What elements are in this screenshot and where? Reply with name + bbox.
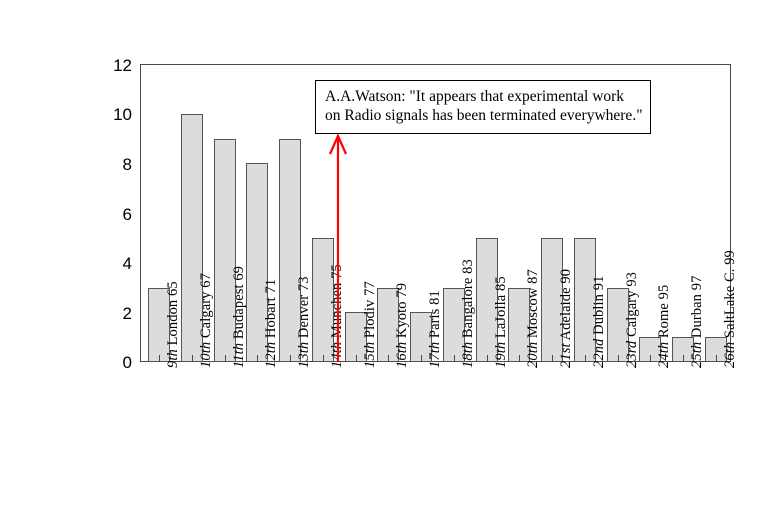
x-label-name: Plodiv 77 <box>361 281 378 342</box>
x-axis-label: 20th Moscow 87 <box>525 269 542 368</box>
x-label-ordinal: 9th <box>165 349 181 368</box>
x-axis-label: 17th Paris 81 <box>427 290 444 368</box>
x-tick-mark <box>224 355 226 362</box>
x-tick-mark <box>584 355 586 362</box>
x-tick-mark <box>519 355 521 362</box>
x-tick-mark <box>486 355 488 362</box>
x-axis-label: 13th Denver 73 <box>296 276 313 368</box>
x-label-name: Calgary 93 <box>623 271 640 341</box>
y-tick-label-12: 12 <box>113 56 132 75</box>
x-tick-mark <box>683 355 684 362</box>
x-tick-mark <box>650 355 652 362</box>
x-tick-mark <box>257 355 259 362</box>
x-label-ordinal: 25th <box>689 341 705 368</box>
x-axis-label: 18th Bangalore 83 <box>460 259 477 368</box>
x-label-ordinal: 10th <box>197 341 214 368</box>
x-axis-label: 16th Kyoto 79 <box>394 283 411 368</box>
annotation-line-1: A.A.Watson: "It appears that experimenta… <box>325 88 625 105</box>
x-label-ordinal: 16th <box>394 341 411 368</box>
x-label-name: SaltLake C. 99 <box>721 250 738 342</box>
x-axis-label: 23rd Calgary 93 <box>624 272 641 368</box>
x-label-ordinal: 21st <box>558 343 574 368</box>
x-label-ordinal: 18th <box>459 341 476 368</box>
x-label-name: Dublin 91 <box>590 275 607 339</box>
x-axis-label: 10th Calgary 67 <box>198 273 215 368</box>
x-axis-label: 11th Budapest 69 <box>231 266 248 368</box>
x-tick-mark <box>617 355 619 362</box>
x-label-name: London 65 <box>165 281 181 350</box>
x-label-name: Denver 73 <box>296 276 312 342</box>
x-label-ordinal: 13th <box>296 341 312 368</box>
x-label-name: Adelaide 90 <box>558 268 574 344</box>
y-tick-label-6: 6 <box>122 205 132 224</box>
x-label-name: Bangalore 83 <box>459 259 476 342</box>
annotation-textbox: A.A.Watson: "It appears that experimenta… <box>315 80 651 134</box>
y-tick-label-0: 0 <box>122 353 132 372</box>
x-label-name: Budapest 69 <box>230 265 247 343</box>
x-axis-label: 24th Rome 95 <box>656 285 673 368</box>
x-label-name: Rome 95 <box>656 284 673 342</box>
x-label-ordinal: 11th <box>230 342 247 368</box>
x-tick-mark <box>715 355 717 362</box>
y-tick-label-10: 10 <box>113 105 132 124</box>
x-label-ordinal: 20th <box>525 341 542 368</box>
x-axis-label: 15th Plodiv 77 <box>362 281 379 368</box>
x-axis-label: 19th LaJolla 85 <box>493 276 510 368</box>
x-axis-label: 21st Adelaide 90 <box>558 269 575 368</box>
annotation-arrow <box>328 133 348 362</box>
x-tick-mark <box>388 355 390 362</box>
x-axis-label: 22nd Dublin 91 <box>591 276 608 368</box>
x-label-ordinal: 19th <box>492 341 509 368</box>
x-label-ordinal: 24th <box>656 341 673 368</box>
x-label-name: Moscow 87 <box>525 269 542 342</box>
x-label-name: Hobart 71 <box>263 278 280 342</box>
x-tick-mark <box>552 355 553 362</box>
x-tick-mark <box>355 355 357 362</box>
x-label-name: Calgary 67 <box>197 273 214 342</box>
x-label-ordinal: 22nd <box>590 338 607 368</box>
x-label-name: Durban 97 <box>689 275 705 342</box>
x-tick-mark <box>453 355 455 362</box>
x-axis-label: 12th Hobart 71 <box>263 279 280 368</box>
x-tick-mark <box>159 355 160 362</box>
annotation-line-2: on Radio signals has been terminated eve… <box>325 107 643 124</box>
x-axis-label: 26th SaltLake C. 99 <box>722 250 739 368</box>
x-label-name: LaJolla 85 <box>492 276 509 342</box>
x-label-ordinal: 17th <box>427 341 443 368</box>
y-tick-label-4: 4 <box>122 254 132 273</box>
x-label-ordinal: 26th <box>721 341 738 368</box>
x-label-name: Paris 81 <box>427 290 443 342</box>
y-tick-label-2: 2 <box>122 304 132 323</box>
x-label-ordinal: 15th <box>361 341 378 368</box>
x-tick-mark <box>290 355 291 362</box>
x-label-name: Kyoto 79 <box>394 282 411 342</box>
x-tick-mark <box>191 355 193 362</box>
x-axis-label: 9th London 65 <box>165 281 182 368</box>
x-label-ordinal: 23rd <box>623 340 640 368</box>
x-axis-label: 25th Durban 97 <box>689 276 706 368</box>
x-label-ordinal: 12th <box>263 341 280 368</box>
y-tick-label-8: 8 <box>122 155 132 174</box>
x-tick-mark <box>421 355 422 362</box>
x-tick-mark <box>322 355 324 362</box>
